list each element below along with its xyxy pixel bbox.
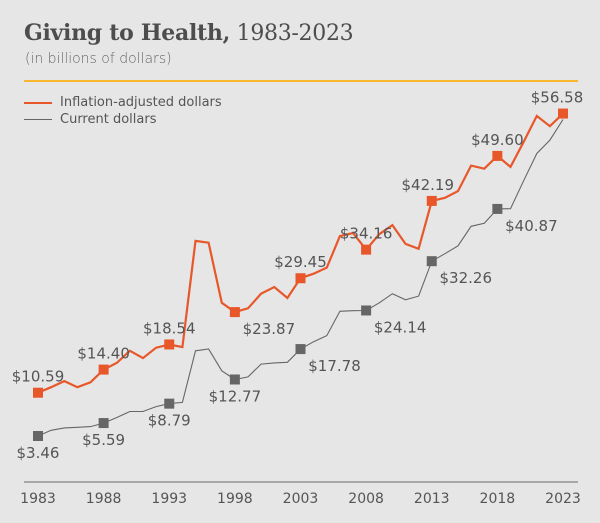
x-tick-label: 1998 <box>217 491 253 507</box>
data-marker <box>295 344 306 355</box>
x-tick-label: 1988 <box>86 491 122 507</box>
legend-item-inflation-adjusted: Inflation-adjusted dollars <box>24 94 222 111</box>
legend-swatch-orange <box>24 101 52 104</box>
data-marker <box>33 387 43 398</box>
data-label: $42.19 <box>402 176 455 194</box>
data-marker <box>98 418 109 429</box>
data-marker <box>164 339 175 350</box>
chart-title: Giving to Health, 1983-2023 <box>24 20 354 46</box>
data-marker <box>98 364 109 375</box>
legend-item-current: Current dollars <box>24 111 222 128</box>
legend-label: Inflation-adjusted dollars <box>60 95 222 110</box>
data-label: $56.58 <box>531 89 584 107</box>
x-tick-label: 1983 <box>20 491 56 507</box>
data-marker <box>229 307 240 318</box>
data-label: $10.59 <box>12 368 65 386</box>
data-label: $8.79 <box>148 412 191 430</box>
data-marker <box>295 273 306 284</box>
data-label: $18.54 <box>143 319 196 337</box>
data-label: $32.26 <box>440 269 493 287</box>
data-label: $17.78 <box>308 357 361 375</box>
data-label: $3.46 <box>17 444 60 462</box>
x-tick-label: 2008 <box>348 491 384 507</box>
data-marker <box>492 203 503 214</box>
legend: Inflation-adjusted dollars Current dolla… <box>24 94 222 128</box>
chart-title-bold: Giving to Health, <box>24 20 230 46</box>
data-label: $24.14 <box>374 318 427 336</box>
title-divider <box>24 80 578 82</box>
data-label: $23.87 <box>243 320 296 338</box>
data-label: $49.60 <box>471 131 524 149</box>
data-label: $12.77 <box>209 387 262 405</box>
data-label: $29.45 <box>274 253 327 271</box>
data-marker <box>426 195 437 206</box>
chart-subtitle: (in billions of dollars) <box>25 51 172 67</box>
data-label: $14.40 <box>77 345 130 363</box>
data-marker <box>164 398 175 409</box>
x-tick-label: 2013 <box>414 491 450 507</box>
data-marker <box>33 430 43 441</box>
legend-swatch-gray <box>24 119 52 120</box>
x-tick-label: 1993 <box>151 491 187 507</box>
data-marker <box>361 305 372 316</box>
data-label: $34.16 <box>340 225 393 243</box>
data-label: $5.59 <box>82 431 125 449</box>
data-marker <box>426 256 437 267</box>
data-marker <box>492 150 503 161</box>
data-marker <box>558 108 568 119</box>
data-label: $40.87 <box>505 217 558 235</box>
chart-title-years: 1983-2023 <box>229 21 354 46</box>
x-tick-label: 2003 <box>283 491 319 507</box>
x-tick-label: 2018 <box>480 491 516 507</box>
x-tick-label: 2023 <box>545 491 581 507</box>
data-marker <box>361 244 372 255</box>
data-marker <box>229 374 240 385</box>
legend-label: Current dollars <box>60 112 157 127</box>
